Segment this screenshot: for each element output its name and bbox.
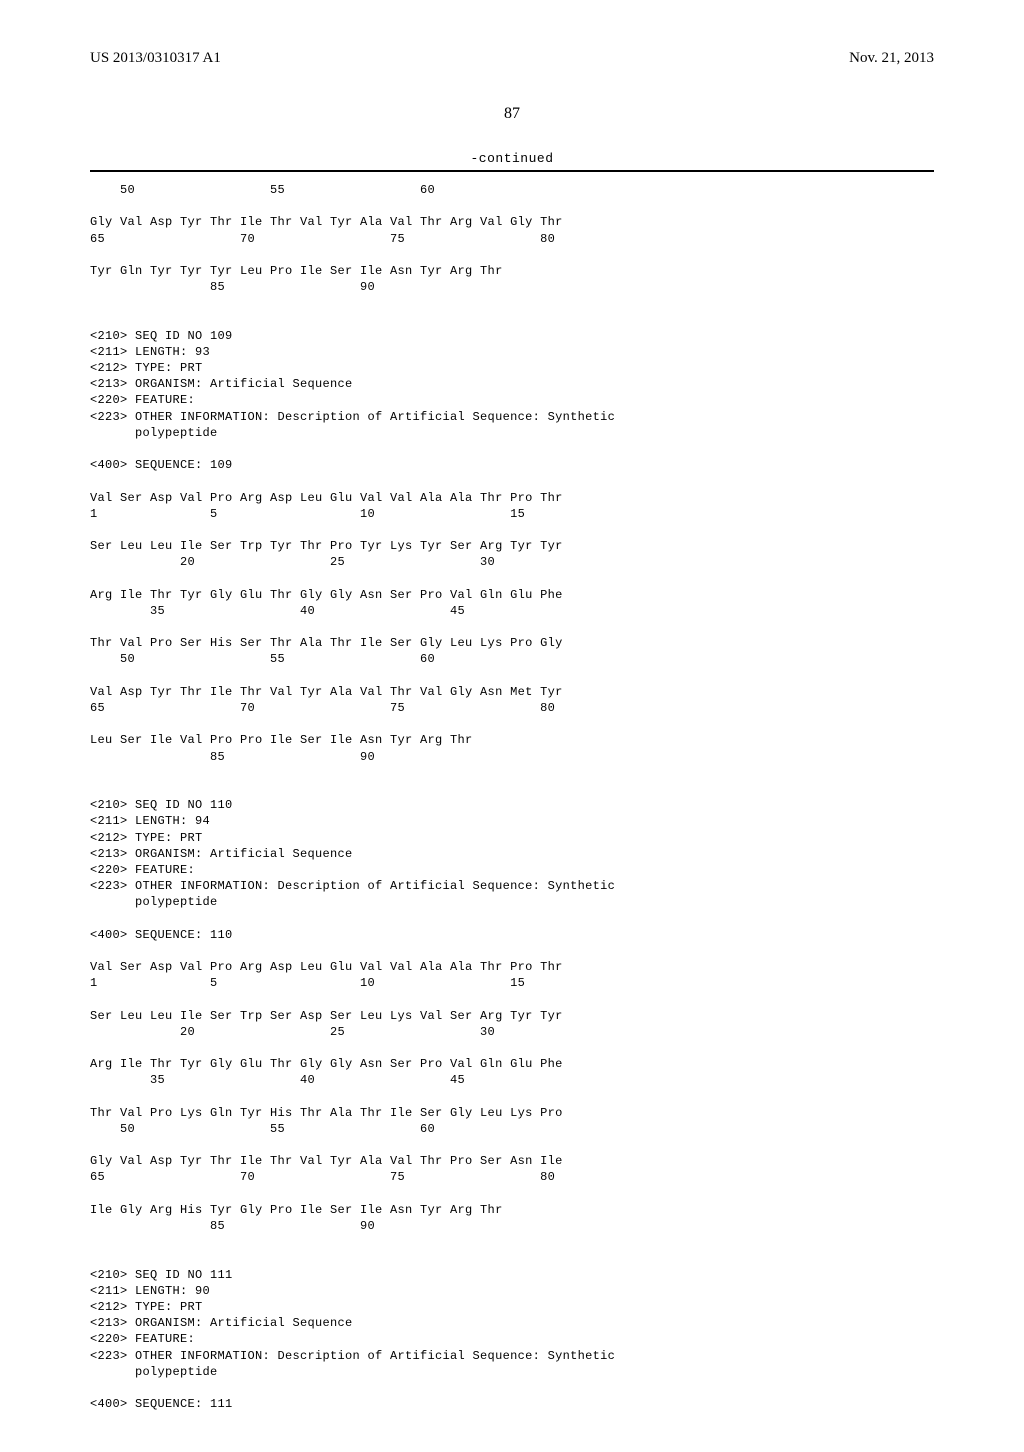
publication-date: Nov. 21, 2013 [849, 50, 934, 67]
continued-label: -continued [90, 151, 934, 166]
section-rule [90, 170, 934, 172]
publication-number: US 2013/0310317 A1 [90, 50, 221, 67]
page-number: 87 [90, 105, 934, 123]
running-header: US 2013/0310317 A1 Nov. 21, 2013 [90, 50, 934, 67]
sequence-listing: 50 55 60 Gly Val Asp Tyr Thr Ile Thr Val… [90, 182, 934, 1412]
page-container: US 2013/0310317 A1 Nov. 21, 2013 87 -con… [0, 0, 1024, 1452]
